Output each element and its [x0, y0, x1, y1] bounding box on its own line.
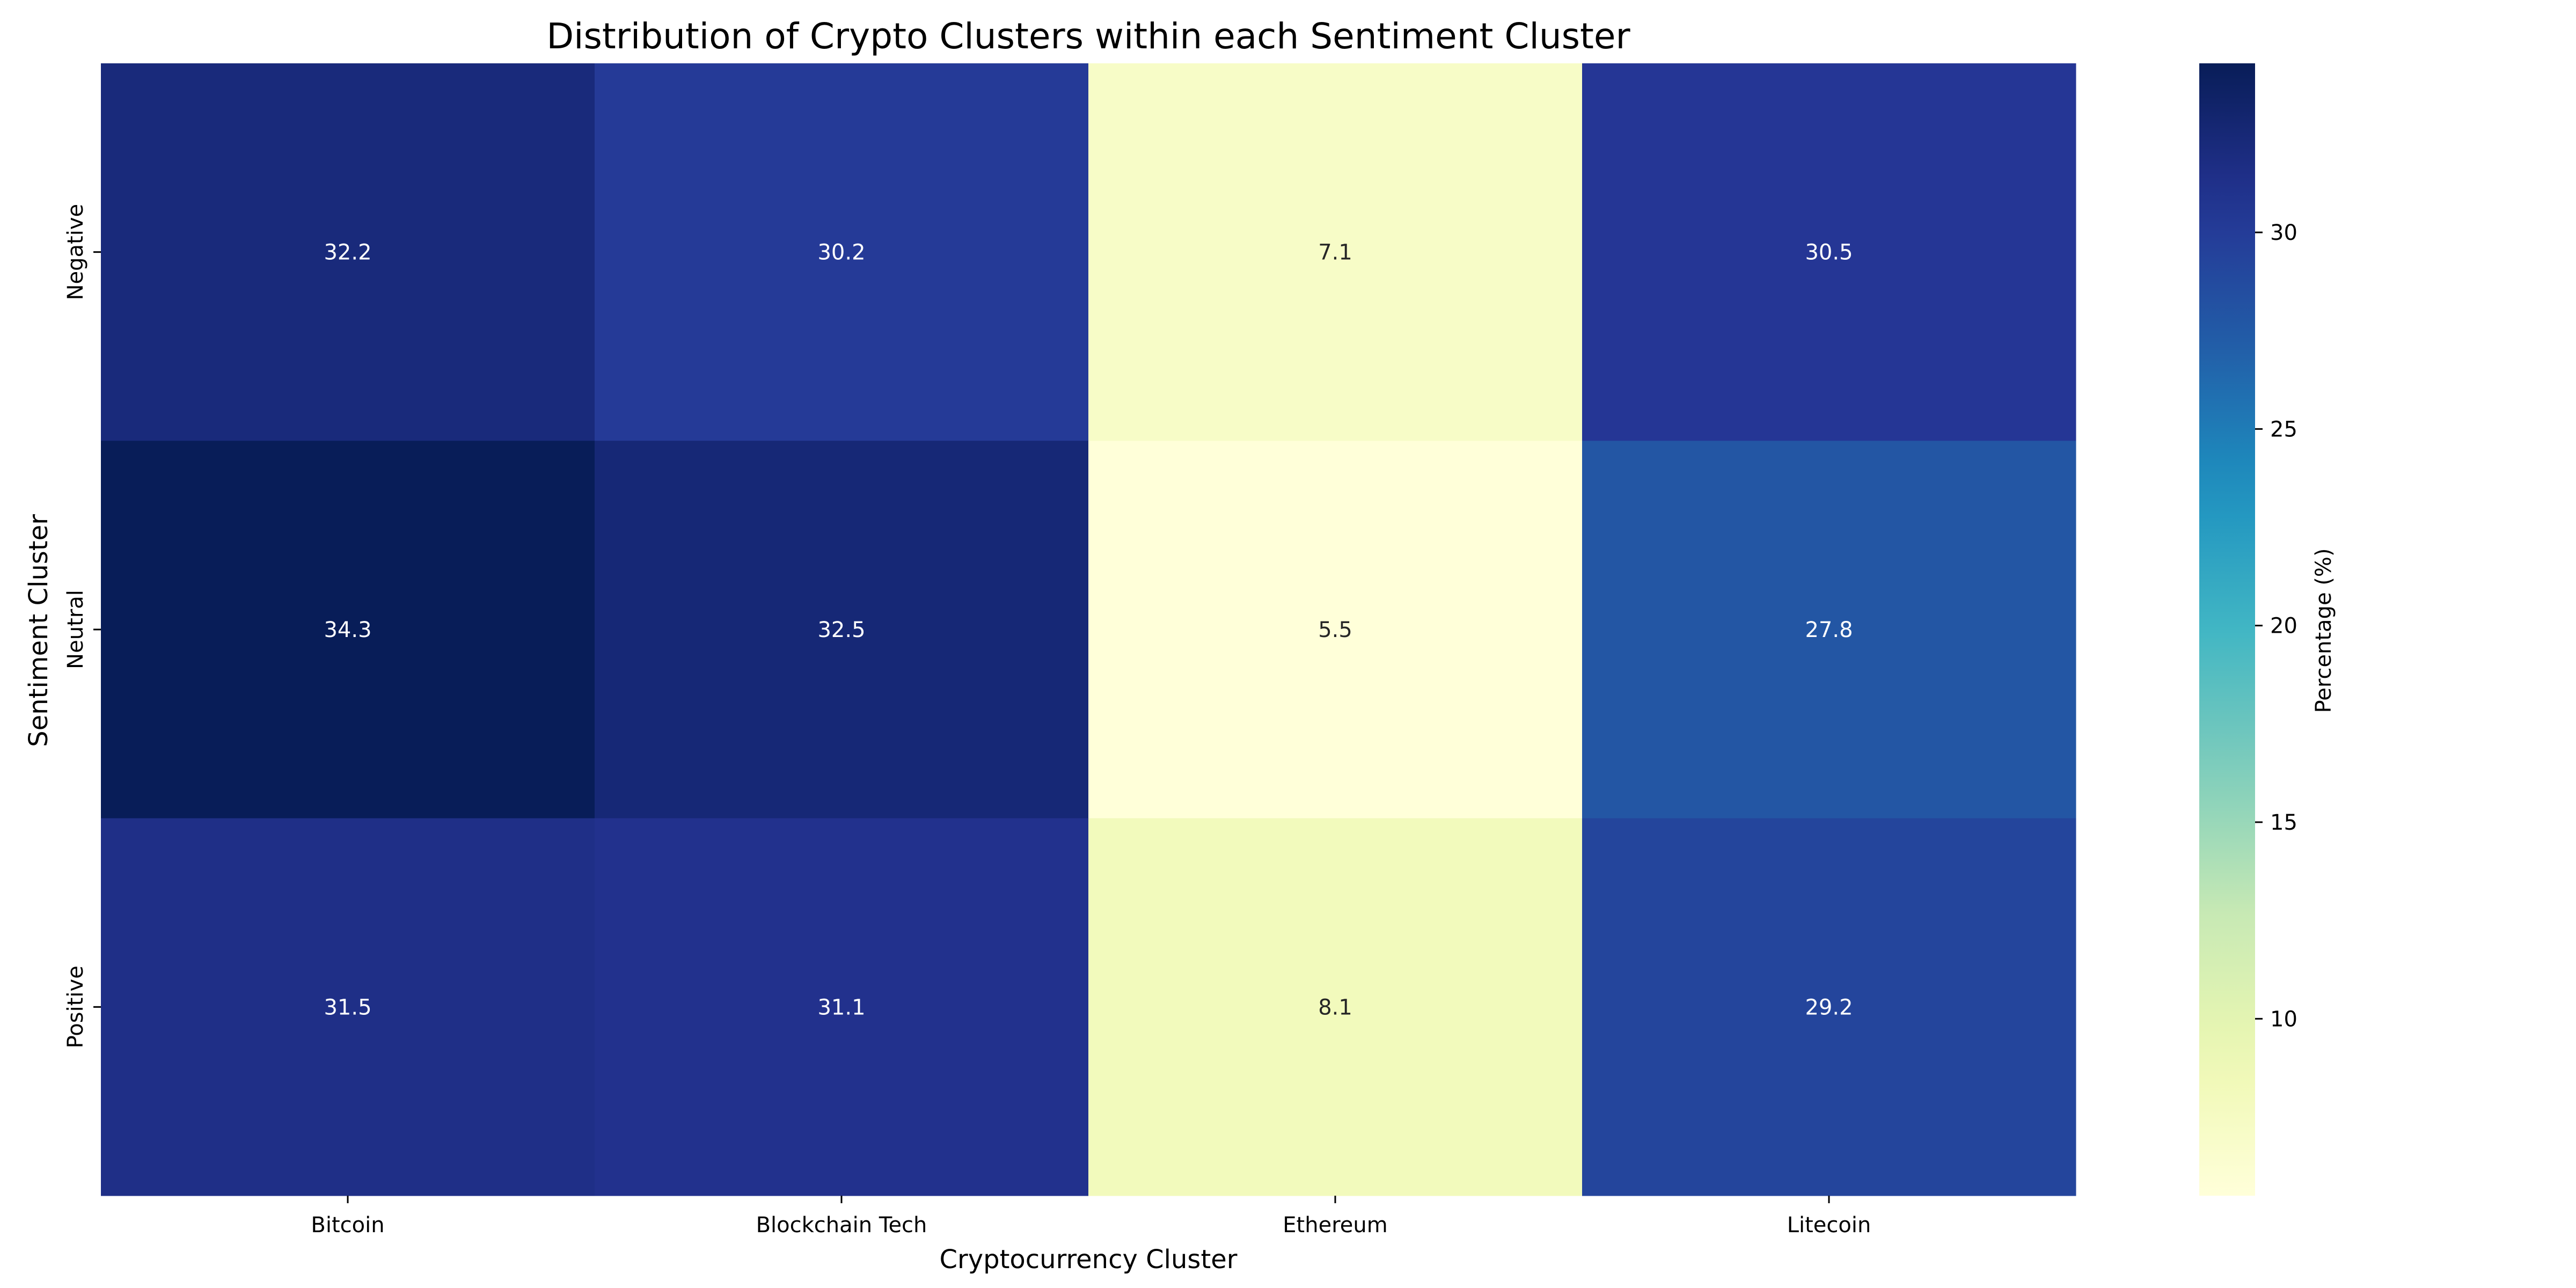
colorbar-tick-label: 25 — [2270, 417, 2297, 442]
heatmap-cell — [101, 441, 595, 819]
heatmap-cell — [1582, 441, 2076, 819]
colorbar-gradient — [2199, 63, 2255, 1196]
y-axis-ticks: Negative Neutral Positive — [63, 204, 101, 1048]
colorbar-tick-label: 20 — [2270, 614, 2297, 639]
heatmap-cell — [1582, 818, 2076, 1196]
y-axis-label: Sentiment Cluster — [24, 514, 54, 747]
cell-value-label: 31.1 — [817, 995, 865, 1020]
cell-value-label: 5.5 — [1318, 618, 1352, 642]
heatmap-cell — [101, 818, 595, 1196]
x-axis-label: Cryptocurrency Cluster — [939, 1245, 1237, 1275]
x-tick-label: Blockchain Tech — [756, 1213, 927, 1238]
y-tick-label: Positive — [63, 965, 88, 1048]
heatmap-cells: 32.2 30.2 7.1 30.5 34.3 32.5 5.5 27.8 31.5 31.1 8.… — [101, 63, 2076, 1196]
heatmap-cell — [595, 818, 1089, 1196]
x-tick-label: Litecoin — [1787, 1213, 1871, 1238]
colorbar: 10 15 20 25 30 — [2199, 63, 2297, 1196]
colorbar-label: Percentage (%) — [2311, 548, 2336, 713]
heatmap-cell — [101, 63, 595, 441]
heatmap-cell — [1088, 63, 1583, 441]
cell-value-label: 30.5 — [1805, 240, 1853, 265]
cell-value-label: 34.3 — [324, 618, 371, 642]
y-tick-label: Neutral — [63, 590, 88, 669]
colorbar-tick-label: 10 — [2270, 1007, 2297, 1031]
x-tick-label: Ethereum — [1283, 1213, 1387, 1238]
cell-value-label: 31.5 — [324, 995, 371, 1020]
cell-value-label: 27.8 — [1805, 618, 1853, 642]
heatmap-cell — [1088, 818, 1583, 1196]
chart-title: Distribution of Crypto Clusters within e… — [546, 16, 1630, 57]
heatmap-cell — [595, 441, 1089, 819]
x-tick-label: Bitcoin — [311, 1213, 384, 1238]
cell-value-label: 32.5 — [817, 618, 865, 642]
colorbar-tick-label: 15 — [2270, 810, 2297, 835]
colorbar-tick-label: 30 — [2270, 221, 2297, 245]
heatmap-cell — [1582, 63, 2076, 441]
heatmap-cell — [595, 63, 1089, 441]
heatmap-cell — [1088, 441, 1583, 819]
x-axis-ticks: Bitcoin Blockchain Tech Ethereum Litecoin — [311, 1196, 1871, 1238]
y-tick-label: Negative — [63, 204, 88, 301]
cell-value-label: 7.1 — [1318, 240, 1352, 265]
cell-value-label: 30.2 — [817, 240, 865, 265]
cell-value-label: 29.2 — [1805, 995, 1853, 1020]
cell-value-label: 8.1 — [1318, 995, 1352, 1020]
cell-value-label: 32.2 — [324, 240, 371, 265]
